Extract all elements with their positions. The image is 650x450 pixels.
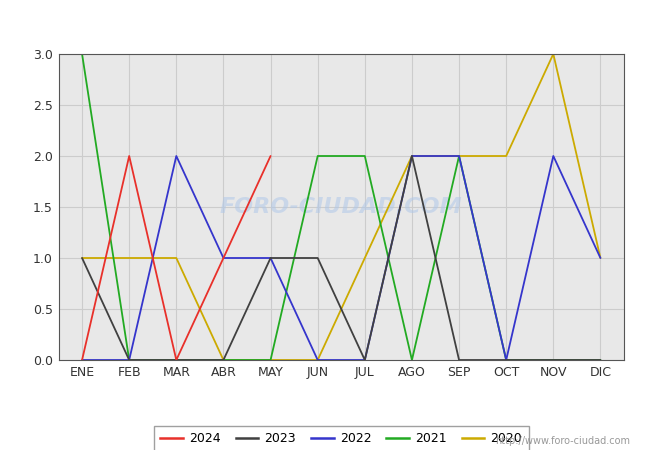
2022 (314, 357, 322, 363)
2020 (597, 255, 604, 261)
2024 (125, 153, 133, 159)
2022 (172, 153, 180, 159)
2021 (220, 357, 228, 363)
Line: 2024: 2024 (82, 156, 270, 360)
Text: http://www.foro-ciudad.com: http://www.foro-ciudad.com (495, 436, 630, 446)
Line: 2021: 2021 (82, 54, 601, 360)
Line: 2020: 2020 (82, 54, 601, 360)
2021 (549, 357, 557, 363)
2021 (78, 51, 86, 57)
2023 (314, 255, 322, 261)
2020 (549, 51, 557, 57)
2021 (455, 153, 463, 159)
2023 (597, 357, 604, 363)
2023 (220, 357, 228, 363)
2022 (125, 357, 133, 363)
2022 (502, 357, 510, 363)
2020 (455, 153, 463, 159)
2021 (408, 357, 416, 363)
Legend: 2024, 2023, 2022, 2021, 2020: 2024, 2023, 2022, 2021, 2020 (154, 426, 528, 450)
2023 (361, 357, 369, 363)
2021 (266, 357, 274, 363)
2024 (172, 357, 180, 363)
2020 (78, 255, 86, 261)
Text: FORO-CIUDAD.COM: FORO-CIUDAD.COM (220, 197, 463, 217)
2021 (172, 357, 180, 363)
Text: Matriculaciones de Vehiculos en Benicolet: Matriculaciones de Vehiculos en Benicole… (135, 11, 515, 29)
2022 (408, 153, 416, 159)
Line: 2023: 2023 (82, 156, 601, 360)
Line: 2022: 2022 (82, 156, 601, 360)
2023 (455, 357, 463, 363)
2020 (408, 153, 416, 159)
2021 (361, 153, 369, 159)
2022 (455, 153, 463, 159)
2020 (502, 153, 510, 159)
2023 (502, 357, 510, 363)
2022 (361, 357, 369, 363)
2022 (597, 255, 604, 261)
2023 (549, 357, 557, 363)
2020 (220, 357, 228, 363)
2024 (220, 255, 228, 261)
2023 (266, 255, 274, 261)
2020 (266, 357, 274, 363)
2022 (220, 255, 228, 261)
2023 (172, 357, 180, 363)
2024 (266, 153, 274, 159)
2022 (78, 357, 86, 363)
2022 (266, 255, 274, 261)
2020 (125, 255, 133, 261)
2023 (408, 153, 416, 159)
2021 (502, 357, 510, 363)
2022 (549, 153, 557, 159)
2020 (314, 357, 322, 363)
2020 (361, 255, 369, 261)
2021 (314, 153, 322, 159)
2021 (125, 357, 133, 363)
2020 (172, 255, 180, 261)
2024 (78, 357, 86, 363)
2021 (597, 357, 604, 363)
2023 (78, 255, 86, 261)
2023 (125, 357, 133, 363)
